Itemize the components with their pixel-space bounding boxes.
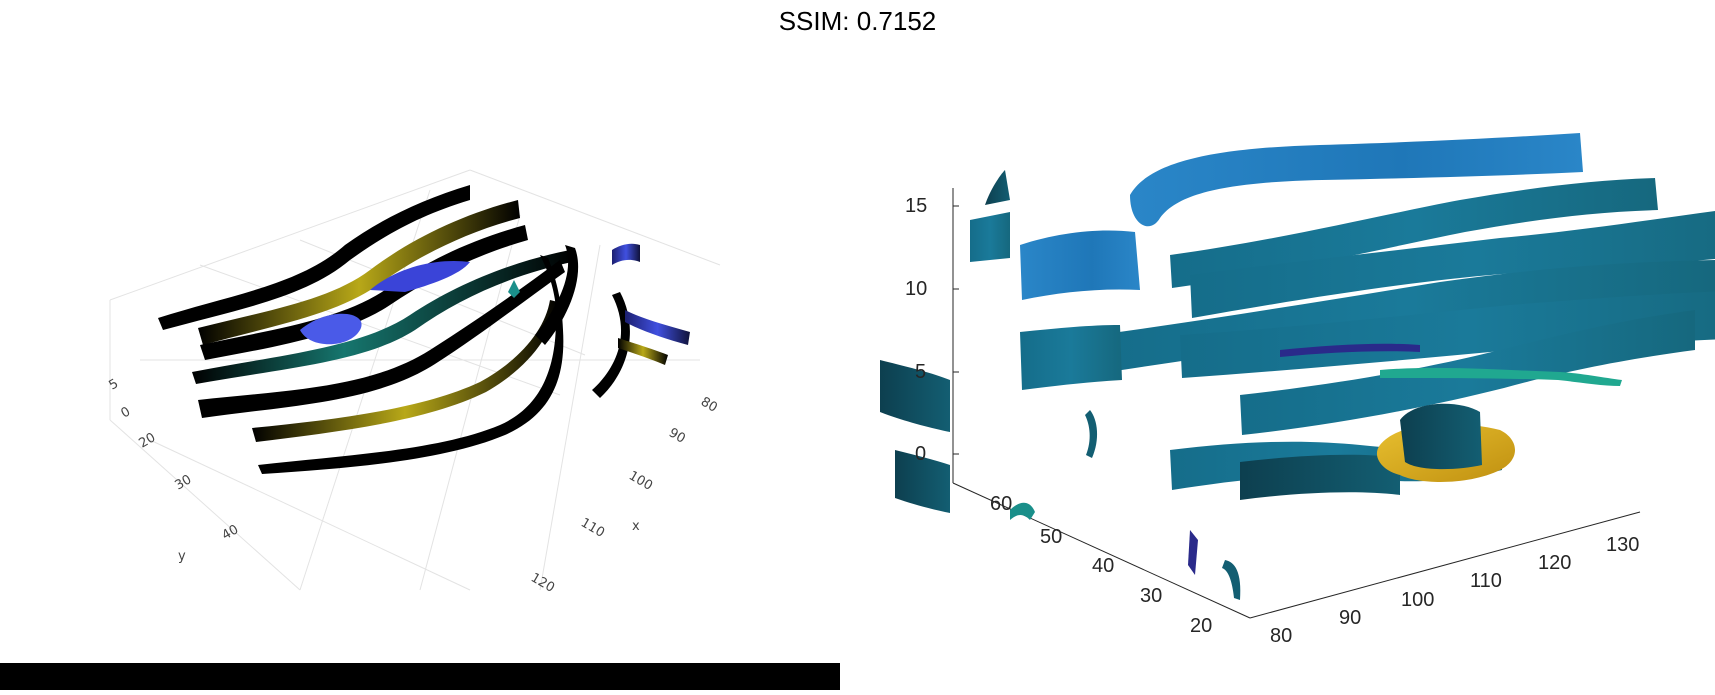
left-x-tick: 110 (578, 515, 607, 540)
ribbon-small-3 (1188, 530, 1198, 575)
right-x-tick: 100 (1401, 589, 1434, 611)
ribbon-violet (1280, 343, 1420, 357)
right-x-tick: 120 (1538, 552, 1571, 574)
ribbon-left-lower-1 (880, 360, 950, 432)
footer-bar (0, 663, 840, 690)
page-title: SSIM: 0.7152 (778, 6, 937, 36)
ribbon-yellow-1 (198, 200, 520, 345)
right-chart-panel: 0 5 10 15 20 30 40 50 60 80 90 100 110 120 130 (860, 0, 1715, 690)
left-ribbons (158, 185, 690, 474)
left-x-tick: 80 (698, 394, 720, 415)
right-y-tick: 40 (1092, 555, 1114, 577)
ribbon-yellow-2 (252, 300, 558, 442)
ribbon-bottom-2 (1240, 454, 1400, 500)
left-chart-panel: 80 90 100 110 120 x 20 30 40 y 0 5 (0, 0, 860, 690)
right-z-tick: 0 (915, 443, 926, 465)
right-chart-svg: 0 5 10 15 20 30 40 50 60 80 90 100 110 120 130 (880, 133, 1715, 647)
right-y-tick: 30 (1140, 585, 1162, 607)
left-x-tick: 90 (666, 425, 688, 446)
right-ribbons (880, 133, 1715, 600)
ribbon-left-top (985, 170, 1010, 205)
ribbon-accent (1380, 367, 1622, 386)
right-z-tick: 15 (905, 195, 927, 217)
ribbon-yellow-right (618, 338, 668, 365)
ribbon-upper-1 (1170, 178, 1658, 288)
right-axis-ticks: 0 5 10 15 20 30 40 50 60 80 90 100 110 120 130 (905, 195, 1639, 647)
right-y-tick: 60 (990, 493, 1012, 515)
ribbon-blue-iso (300, 313, 362, 345)
right-axes (952, 188, 1641, 619)
right-x-tick: 80 (1270, 625, 1292, 647)
iso-inner (1400, 403, 1482, 470)
right-y-tick: 50 (1040, 526, 1062, 548)
ribbon-dark-2 (200, 225, 528, 360)
ribbon-blue-loop (370, 260, 470, 292)
left-chart-svg: 80 90 100 110 120 x 20 30 40 y 0 5 (107, 169, 721, 596)
right-x-tick: 110 (1470, 570, 1502, 592)
left-y-tick: 40 (220, 522, 242, 543)
ribbon-blue-right-1 (612, 243, 640, 265)
ribbon-left-upper (970, 212, 1010, 262)
left-z-tick: 0 (119, 404, 134, 421)
ribbon-small-2 (1010, 502, 1035, 520)
left-z-tick: 5 (107, 376, 122, 393)
right-z-tick: 5 (915, 361, 926, 383)
left-y-tick: 20 (137, 430, 159, 451)
ribbon-small-1 (1085, 410, 1098, 458)
right-y-tick: 20 (1190, 615, 1212, 637)
right-x-tick: 90 (1339, 607, 1361, 629)
ribbon-upper-2 (1190, 210, 1715, 318)
ribbon-blue-right-2 (625, 310, 690, 345)
ribbon-dark-3 (198, 260, 565, 418)
ribbon-left-mid (1020, 230, 1140, 300)
ribbon-mid-2 (1180, 291, 1715, 378)
ribbon-dark-5 (535, 245, 579, 345)
ribbon-teal-1 (192, 250, 572, 384)
ribbon-dark-6 (592, 292, 630, 398)
right-x-tick: 130 (1606, 534, 1639, 556)
left-x-tick: 100 (626, 468, 655, 493)
ribbon-top-light (1130, 133, 1583, 227)
cone-marker (508, 280, 520, 298)
left-y-tick: 30 (173, 472, 195, 493)
ribbon-small-4 (1222, 560, 1241, 600)
left-y-label: y (178, 549, 186, 564)
ribbon-left-lower-2 (895, 450, 950, 513)
right-z-tick: 10 (905, 278, 927, 300)
left-x-label: x (632, 519, 640, 534)
ribbon-left-center (1020, 325, 1122, 390)
ribbon-dark-1 (158, 185, 470, 330)
left-x-tick: 120 (528, 570, 557, 595)
